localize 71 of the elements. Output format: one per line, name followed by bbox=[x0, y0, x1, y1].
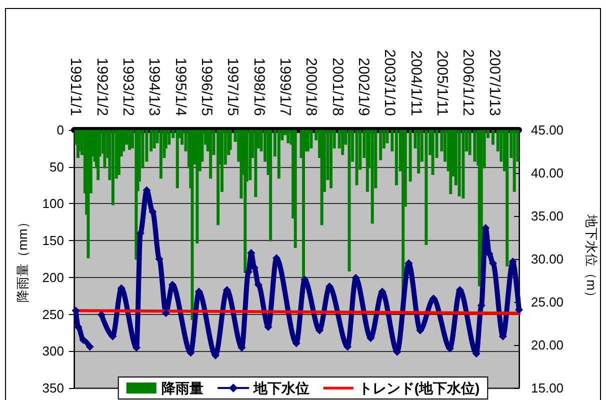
x-tick-label: 1995/1/4 bbox=[172, 58, 189, 116]
bar bbox=[424, 130, 428, 245]
y-tick-label: 0 bbox=[56, 122, 64, 138]
y-tick-label: 300 bbox=[42, 344, 64, 359]
y2-tick-label: 30.00 bbox=[531, 252, 564, 266]
x-tick-label: 1999/1/7 bbox=[276, 58, 294, 116]
bar bbox=[341, 130, 344, 156]
bar bbox=[286, 130, 290, 144]
bar bbox=[254, 130, 258, 198]
y2-tick-label: 45.00 bbox=[531, 122, 564, 138]
y-axis-title: 降雨量（mm） bbox=[15, 216, 30, 302]
y2-tick-label: 20.00 bbox=[531, 338, 564, 352]
x-tick-label: 2007/1/13 bbox=[486, 49, 503, 116]
x-tick-label: 2002/1/9 bbox=[355, 58, 372, 116]
x-tick-label: 1992/1/2 bbox=[93, 58, 110, 116]
bar bbox=[111, 130, 114, 206]
bar bbox=[491, 130, 494, 145]
x-tick-label: 2004/1/11 bbox=[407, 50, 424, 116]
bar bbox=[310, 130, 313, 148]
bar bbox=[277, 130, 280, 179]
y-tick-label: 250 bbox=[42, 306, 64, 322]
y2-axis-title: 地下水位（m） bbox=[584, 214, 599, 304]
x-tick-label: 2001/1/8 bbox=[328, 58, 346, 116]
bar bbox=[449, 130, 452, 194]
legend-label: 地下水位 bbox=[252, 380, 310, 396]
bar bbox=[168, 130, 171, 145]
x-tick-label: 2000/1/8 bbox=[302, 58, 320, 116]
x-tick-label: 1994/1/3 bbox=[146, 58, 163, 116]
x-tick-label: 2003/1/10 bbox=[381, 49, 398, 116]
bar bbox=[408, 130, 412, 182]
bar bbox=[348, 130, 351, 272]
x-tick-label: 1997/1/5 bbox=[224, 58, 242, 116]
y2-tick-label: 35.00 bbox=[531, 208, 564, 224]
bar bbox=[269, 130, 272, 242]
bar bbox=[379, 130, 382, 160]
bar bbox=[159, 130, 162, 179]
bar bbox=[431, 130, 434, 175]
bar bbox=[506, 130, 509, 266]
y-tick-label: 150 bbox=[42, 233, 64, 248]
bar bbox=[512, 130, 516, 192]
bar bbox=[152, 130, 156, 148]
bar bbox=[248, 130, 252, 180]
bar bbox=[330, 130, 333, 188]
legend-label: 降雨量 bbox=[161, 380, 204, 396]
x-tick-label: 1998/1/6 bbox=[250, 58, 268, 116]
x-tick-label: 1991/1/1 bbox=[67, 58, 84, 116]
bar bbox=[462, 130, 465, 199]
bar bbox=[417, 130, 420, 174]
bar bbox=[86, 130, 90, 258]
y2-tick-label: 15.00 bbox=[531, 380, 564, 396]
bar bbox=[294, 130, 297, 248]
bar bbox=[458, 130, 461, 196]
x-tick-label: 1996/1/5 bbox=[198, 58, 216, 116]
y-tick-label: 100 bbox=[42, 196, 64, 212]
bar bbox=[209, 130, 212, 179]
x-tick-label: 2006/1/12 bbox=[460, 49, 477, 116]
y2-tick-label: 25.00 bbox=[531, 294, 564, 310]
y-tick-label: 50 bbox=[50, 159, 64, 174]
point bbox=[79, 336, 88, 344]
y2-tick-label: 40.00 bbox=[531, 166, 564, 180]
bar bbox=[117, 130, 120, 175]
x-tick-label: 2005/1/11 bbox=[434, 50, 451, 116]
y-tick-label: 200 bbox=[42, 270, 64, 285]
bar bbox=[355, 130, 358, 186]
y-tick-label: 350 bbox=[42, 380, 64, 396]
point bbox=[86, 342, 94, 351]
point bbox=[162, 309, 170, 318]
x-tick-label: 1993/1/2 bbox=[120, 58, 137, 116]
bar bbox=[370, 130, 374, 224]
bar bbox=[394, 130, 398, 186]
legend-label: トレンド(地下水位) bbox=[358, 380, 480, 396]
